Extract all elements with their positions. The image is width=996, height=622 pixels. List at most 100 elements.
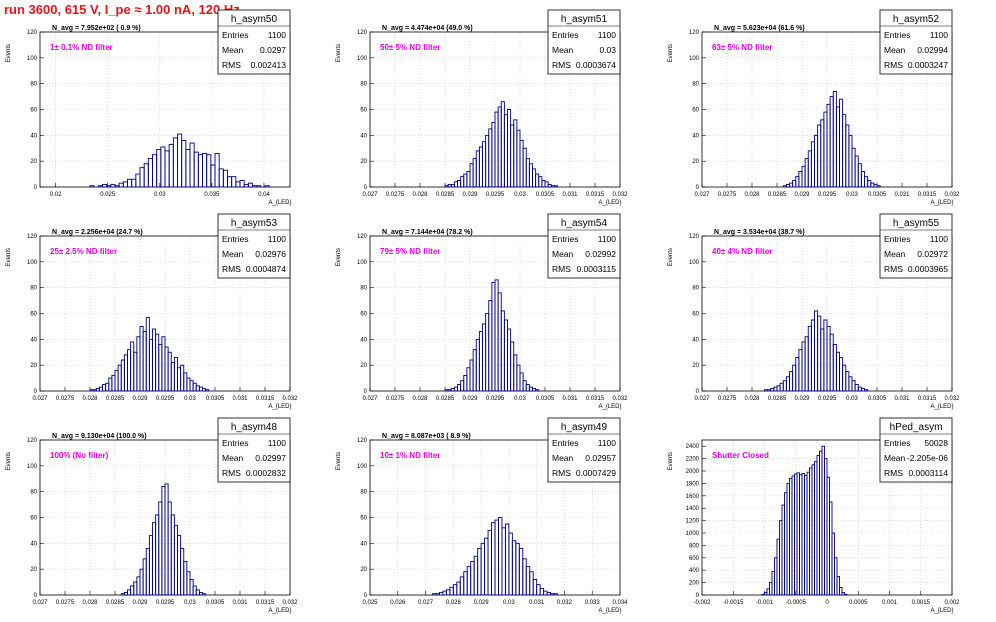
y-tick-label: 120	[689, 234, 700, 240]
x-tick-label: 0.027	[694, 396, 710, 402]
filter-annotation: 100% (No filter)	[50, 451, 109, 460]
y-tick-label: 0	[364, 593, 368, 599]
y-tick-label: 40	[360, 337, 367, 343]
histogram-bin	[516, 364, 521, 392]
y-tick-label: 120	[27, 234, 38, 240]
histogram-bin	[177, 367, 182, 392]
x-tick-label: 0.0305	[868, 396, 887, 402]
histogram-bin	[147, 158, 153, 188]
y-tick-label: 20	[360, 567, 367, 573]
histogram-bin	[463, 571, 468, 596]
panel-title: N_avg = 7.952e+02 ( 0.9 %)	[52, 25, 141, 32]
histogram-bin	[785, 183, 790, 188]
histogram-bin	[120, 593, 125, 596]
stats-value: 1100	[598, 438, 617, 448]
histogram-bin	[488, 128, 493, 188]
histogram-bin	[145, 548, 150, 596]
histogram-panel-h_asym49: 0.025 0.026 0.027 0.028 0.029 0.03 0.031 0.032 0…	[336, 417, 628, 614]
y-tick-label: 120	[357, 234, 368, 240]
y-tick-label: 40	[692, 133, 699, 139]
y-tick-label: 40	[360, 133, 367, 139]
histogram-bin	[497, 106, 502, 188]
histogram-bin	[177, 535, 182, 596]
histogram-bin	[139, 568, 144, 596]
histogram-bin	[139, 325, 144, 392]
histogram-bin	[538, 176, 543, 188]
y-tick-label: 20	[30, 567, 37, 573]
histogram-bin	[854, 155, 859, 188]
x-tick-label: 0.035	[204, 192, 220, 198]
x-tick-label: 0.0275	[386, 396, 405, 402]
histogram-bin	[482, 141, 487, 188]
x-tick-label: 0.032	[612, 192, 628, 198]
histogram-bin	[114, 369, 119, 392]
histogram-bin	[202, 593, 207, 596]
x-tick-label: 0.0295	[818, 192, 837, 198]
histogram-bin	[92, 389, 97, 392]
x-tick-label: 0.0275	[386, 192, 405, 198]
panel-title: N_avg = 5.623e+04 (61.6 %)	[714, 25, 805, 32]
x-tick-label: 0.02	[50, 192, 62, 198]
x-tick-label: 0.0285	[768, 396, 787, 402]
histogram-bin	[247, 182, 253, 188]
histogram-bin	[503, 319, 508, 392]
x-tick-label: 0.0295	[486, 192, 505, 198]
histogram-bin	[839, 587, 843, 596]
x-tick-label: 0.029	[132, 600, 148, 606]
histogram-bin	[864, 176, 869, 188]
histogram-bin	[143, 163, 149, 188]
stats-value: 0.0003114	[908, 468, 948, 478]
x-tick-label: 0.03	[846, 192, 858, 198]
y-axis-label: Events	[336, 44, 342, 62]
histogram-bin	[130, 585, 135, 596]
x-tick-label: 0.027	[32, 600, 48, 606]
y-tick-label: 40	[30, 541, 37, 547]
histogram-bin	[442, 590, 447, 596]
stats-value: 1100	[268, 30, 287, 40]
x-tick-label: 0.025	[362, 600, 378, 606]
histogram-bin	[117, 364, 122, 392]
histogram-bin	[167, 501, 172, 596]
histogram-bin	[264, 185, 270, 188]
x-tick-label: 0.031	[529, 600, 545, 606]
histogram-bin	[452, 584, 458, 596]
stats-value: 0.02992	[585, 249, 616, 259]
stats-label: RMS	[884, 60, 903, 70]
stats-value: 0.002413	[251, 60, 287, 70]
histogram-panel-h_asym52: 0.027 0.0275 0.028 0.0285 0.029 0.0295 0.03 0.0…	[668, 9, 960, 206]
panel-title: N_avg = 4.474e+04 (49.0 %)	[382, 25, 473, 32]
y-tick-label: 80	[692, 82, 699, 88]
histogram-bin	[507, 328, 512, 392]
stats-label: RMS	[884, 468, 903, 478]
histogram-bin	[860, 387, 865, 392]
histogram-bin	[231, 176, 237, 188]
x-tick-label: 0.028	[744, 396, 760, 402]
x-axis-label: A_{LED}	[930, 200, 953, 206]
histogram-bin	[127, 178, 133, 188]
y-tick-label: 2400	[686, 444, 700, 450]
histogram-bin	[795, 176, 800, 188]
y-tick-label: 120	[27, 438, 38, 444]
stats-label: RMS	[222, 264, 241, 274]
histogram-bin	[161, 336, 166, 392]
histogram-bin	[804, 336, 809, 392]
x-tick-label: 0.03	[184, 600, 196, 606]
x-tick-label: 0.0285	[106, 396, 125, 402]
histogram-bin	[546, 591, 552, 596]
x-tick-label: 0.027	[694, 192, 710, 198]
histogram-bin	[161, 486, 166, 596]
y-tick-label: 1600	[686, 494, 700, 500]
histogram-bin	[525, 566, 531, 596]
histogram-bin	[543, 590, 548, 596]
histogram-bin	[183, 372, 188, 392]
filter-annotation: 63± 5% ND filter	[712, 43, 772, 52]
histogram-bin	[773, 386, 778, 392]
y-tick-label: 40	[360, 541, 367, 547]
histogram-bin	[135, 173, 141, 188]
histogram-bin	[152, 328, 157, 392]
histogram-bin	[110, 183, 116, 188]
histogram-bin	[97, 185, 103, 188]
y-tick-label: 60	[360, 516, 367, 522]
histogram-bin	[453, 386, 458, 392]
